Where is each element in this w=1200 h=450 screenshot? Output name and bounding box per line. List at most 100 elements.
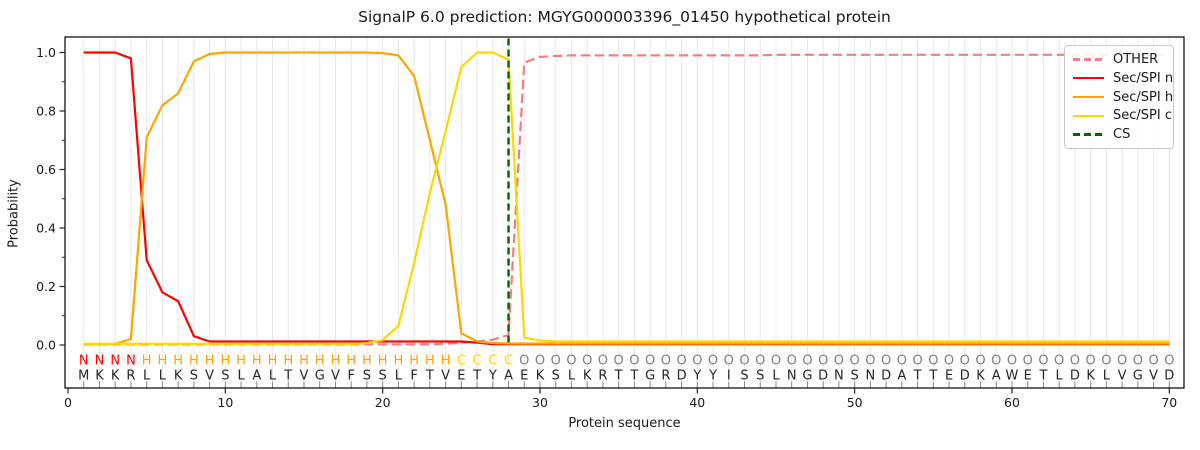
region-label: N	[79, 354, 89, 369]
legend-item-cs: CS	[1073, 126, 1173, 143]
region-label: H	[394, 354, 404, 369]
residue-letter: E	[457, 369, 465, 384]
region-label: H	[409, 354, 419, 369]
region-label: O	[739, 354, 749, 369]
residue-letter: S	[379, 369, 387, 384]
series-sec-spi-c-line	[83, 51, 1170, 345]
region-label: C	[473, 354, 482, 369]
region-label: O	[897, 354, 907, 369]
residue-letter: E	[945, 369, 953, 384]
region-label: O	[944, 354, 954, 369]
region-label: O	[1148, 354, 1158, 369]
residue-letter: D	[677, 369, 687, 384]
region-label: H	[441, 354, 451, 369]
residue-letter: S	[851, 369, 859, 384]
residue-letter: T	[283, 369, 292, 384]
series-sec-spi-h-line	[83, 51, 1170, 346]
residue-letter: K	[174, 369, 183, 384]
residue-letter: V	[205, 369, 214, 384]
x-tick-label: 0	[64, 395, 72, 410]
region-label: O	[1007, 354, 1017, 369]
region-label: O	[802, 354, 812, 369]
sec-spi-n-line-swatch	[1073, 77, 1104, 80]
cs-line-swatch	[1073, 133, 1104, 136]
y-tick-label: 0.2	[36, 279, 56, 294]
residue-letter: Y	[708, 369, 717, 384]
residue-letter: L	[772, 369, 780, 384]
residue-letter: N	[866, 369, 876, 384]
x-tick-label: 10	[217, 395, 233, 410]
region-label: N	[126, 354, 136, 369]
region-label: H	[283, 354, 293, 369]
region-label: O	[1117, 354, 1127, 369]
region-label: O	[676, 354, 686, 369]
region-label: O	[566, 354, 576, 369]
legend-label: CS	[1113, 127, 1131, 142]
chart-title: SignalP 6.0 prediction: MGYG000003396_01…	[358, 8, 891, 26]
region-label: O	[1133, 354, 1143, 369]
region-label: H	[158, 354, 168, 369]
region-label: O	[991, 354, 1001, 369]
legend-item-sec-spi-h: Sec/SPI h	[1073, 89, 1173, 106]
residue-letter: L	[1056, 369, 1064, 384]
residue-letter: A	[504, 369, 513, 384]
residue-letter: S	[740, 369, 748, 384]
residue-letter: V	[300, 369, 309, 384]
residue-letter: A	[252, 369, 261, 384]
legend-label: Sec/SPI n	[1113, 70, 1174, 86]
residue-letter: L	[1103, 369, 1111, 384]
residue-letter: N	[787, 369, 797, 384]
residue-letter: L	[269, 369, 277, 384]
region-label: H	[315, 354, 325, 369]
residue-letter: L	[568, 369, 576, 384]
region-label: H	[425, 354, 435, 369]
region-label: N	[95, 354, 105, 369]
residue-letter: F	[347, 369, 354, 384]
region-label: C	[488, 354, 497, 369]
legend-label: Sec/SPI c	[1113, 108, 1172, 124]
legend: OTHER Sec/SPI n Sec/SPI h Sec/SPI c CS	[1064, 45, 1174, 149]
region-label: H	[173, 354, 183, 369]
region-label: O	[645, 354, 655, 369]
y-tick-label: 0.4	[36, 220, 56, 235]
y-tick-label: 0.6	[36, 162, 56, 177]
sec-spi-c-line-swatch	[1073, 114, 1104, 117]
residue-letter: K	[976, 369, 985, 384]
residue-letter: L	[237, 369, 245, 384]
residue-letter: T	[425, 369, 434, 384]
region-label: C	[457, 354, 466, 369]
x-tick-label: 50	[847, 395, 863, 410]
region-label: O	[582, 354, 592, 369]
region-label: O	[551, 354, 561, 369]
residue-letter: S	[190, 369, 198, 384]
residue-letter: G	[802, 369, 812, 384]
region-label: O	[1054, 354, 1064, 369]
region-label: N	[110, 354, 120, 369]
region-label: O	[661, 354, 671, 369]
residue-letter: K	[1086, 369, 1095, 384]
x-tick-label: 30	[532, 395, 548, 410]
residue-letter: L	[159, 369, 167, 384]
residue-letter: D	[960, 369, 970, 384]
residue-letter: T	[629, 369, 638, 384]
region-label: H	[299, 354, 309, 369]
region-label: O	[975, 354, 985, 369]
residue-letter: L	[395, 369, 403, 384]
residue-letter: R	[126, 369, 135, 384]
residue-letter: D	[1070, 369, 1080, 384]
legend-label: OTHER	[1113, 52, 1159, 67]
region-label: O	[629, 354, 639, 369]
region-label: H	[362, 354, 372, 369]
residue-letter: W	[1006, 369, 1019, 384]
region-label: H	[378, 354, 388, 369]
residue-letter: A	[897, 369, 906, 384]
residue-letter: S	[221, 369, 229, 384]
region-label: O	[912, 354, 922, 369]
residue-letter: T	[1038, 369, 1047, 384]
x-tick-label: 70	[1161, 395, 1177, 410]
legend-label: Sec/SPI h	[1113, 89, 1174, 105]
region-label: H	[220, 354, 230, 369]
residue-letter: K	[111, 369, 120, 384]
region-label: O	[960, 354, 970, 369]
